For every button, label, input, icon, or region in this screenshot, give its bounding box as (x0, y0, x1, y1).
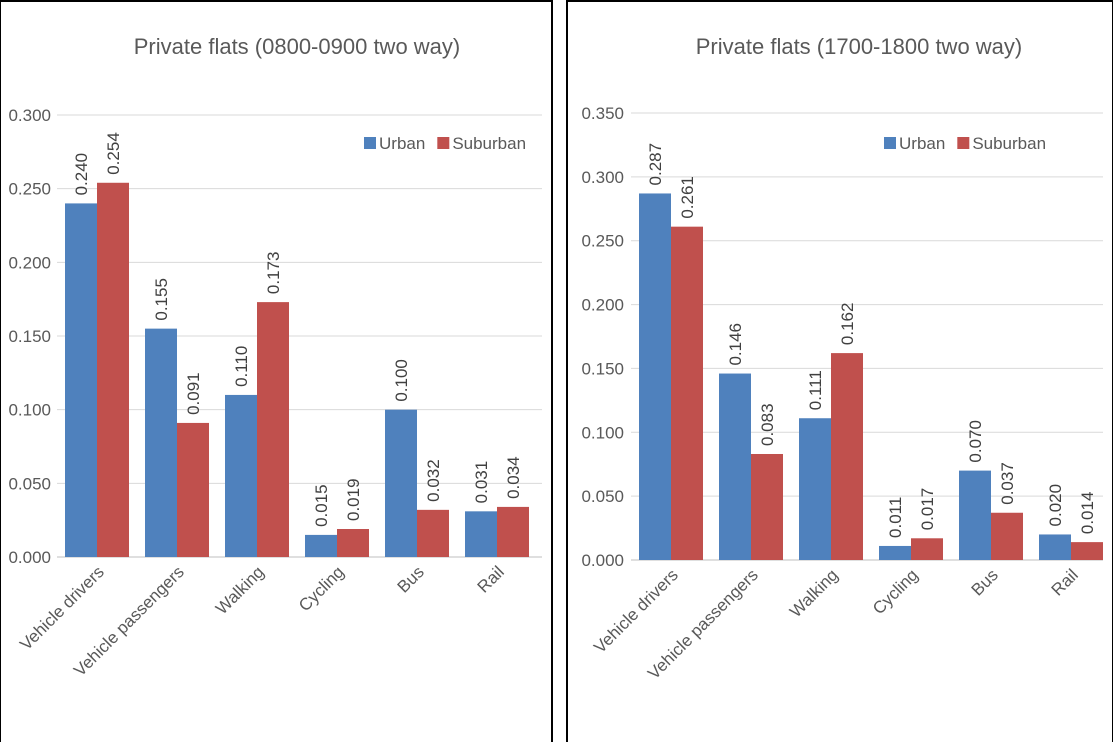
data-label: 0.110 (232, 346, 251, 387)
bar-urban (879, 545, 911, 560)
bar-urban (385, 409, 417, 557)
bar-urban (225, 394, 257, 557)
bar-suburban (257, 302, 289, 557)
bar-suburban (177, 422, 209, 557)
data-label: 0.083 (758, 403, 777, 446)
bar-suburban (97, 182, 129, 558)
bar-urban (1039, 534, 1071, 560)
bar-urban (65, 203, 97, 557)
y-tick-label: 0.300 (8, 106, 51, 125)
y-tick-label: 0.100 (8, 401, 51, 420)
data-label: 0.070 (966, 420, 985, 463)
chart-title: Private flats (1700-1800 two way) (696, 34, 1023, 59)
data-label: 0.017 (918, 488, 937, 531)
x-category-label: Bus (968, 565, 1002, 599)
x-category-label: Bus (394, 562, 428, 596)
bar-suburban (671, 226, 703, 560)
y-tick-label: 0.150 (8, 327, 51, 346)
data-label: 0.162 (838, 303, 857, 346)
data-label: 0.240 (72, 153, 91, 196)
bar-urban (639, 193, 671, 560)
data-label: 0.100 (392, 359, 411, 402)
y-tick-label: 0.250 (581, 232, 624, 251)
y-tick-label: 0.050 (8, 474, 51, 493)
data-label: 0.261 (678, 176, 697, 219)
bar-urban (465, 511, 497, 557)
y-tick-label: 0.250 (8, 180, 51, 199)
x-category-label: Cycling (295, 562, 348, 615)
chart-title: Private flats (0800-0900 two way) (134, 34, 461, 59)
chart-evening-svg: Private flats (1700-1800 two way) 0.000 0.… (581, 34, 1103, 683)
y-tick-label: 0.100 (581, 423, 624, 442)
y-tick-label: 0.150 (581, 359, 624, 378)
legend-swatch-suburban (957, 137, 970, 149)
data-label: 0.014 (1078, 492, 1097, 535)
data-label: 0.111 (806, 370, 825, 410)
y-tick-label: 0.200 (581, 296, 624, 315)
data-label: 0.287 (646, 143, 665, 186)
bar-suburban (1071, 542, 1103, 560)
chart-panel-evening: Private flats (1700-1800 two way) 0.000 0.… (566, 0, 1113, 742)
x-category-label: Walking (786, 565, 842, 621)
data-label: 0.011 (886, 497, 905, 538)
bar-suburban (751, 453, 783, 560)
legend-swatch-urban (884, 137, 896, 149)
chart-morning-svg: Private flats (0800-0900 two way) 0.000 0.… (8, 34, 542, 680)
bar-urban (959, 470, 991, 560)
bar-urban (719, 373, 751, 560)
x-category-label: Walking (212, 562, 268, 618)
bar-suburban (831, 353, 863, 560)
y-tick-label: 0.000 (8, 548, 51, 567)
data-label: 0.032 (424, 459, 443, 502)
legend-swatch-suburban (437, 137, 450, 149)
bar-suburban (991, 512, 1023, 560)
x-category-label: Vehicle drivers (16, 562, 108, 654)
data-label: 0.015 (312, 484, 331, 527)
data-label: 0.019 (344, 478, 363, 521)
data-label: 0.034 (504, 456, 523, 499)
x-category-label: Rail (1048, 565, 1082, 599)
bar-urban (145, 328, 177, 557)
x-category-label: Vehicle drivers (590, 565, 682, 657)
legend-label: Urban (899, 134, 945, 153)
chart-panel-morning: Private flats (0800-0900 two way) 0.000 0.… (0, 0, 553, 742)
y-tick-label: 0.050 (581, 487, 624, 506)
data-label: 0.031 (472, 461, 491, 504)
data-label: 0.020 (1046, 484, 1065, 527)
y-tick-label: 0.200 (8, 253, 51, 272)
legend-label: Urban (379, 134, 425, 153)
data-label: 0.037 (998, 462, 1017, 505)
bar-suburban (911, 538, 943, 560)
legend-swatch-urban (364, 137, 376, 149)
data-label: 0.146 (726, 323, 745, 366)
x-category-label: Rail (474, 562, 508, 596)
bar-suburban (417, 509, 449, 557)
bar-suburban (497, 506, 529, 557)
bar-suburban (337, 529, 369, 557)
data-label: 0.155 (152, 278, 171, 321)
legend-label: Suburban (972, 134, 1046, 153)
data-label: 0.091 (184, 372, 203, 415)
legend-label: Suburban (452, 134, 526, 153)
bar-urban (799, 418, 831, 560)
x-category-label: Cycling (869, 565, 922, 618)
data-label: 0.173 (264, 252, 283, 295)
y-tick-label: 0.000 (581, 551, 624, 570)
data-label: 0.254 (104, 132, 123, 175)
bar-urban (305, 534, 337, 557)
y-tick-label: 0.300 (581, 168, 624, 187)
y-tick-label: 0.350 (581, 104, 624, 123)
